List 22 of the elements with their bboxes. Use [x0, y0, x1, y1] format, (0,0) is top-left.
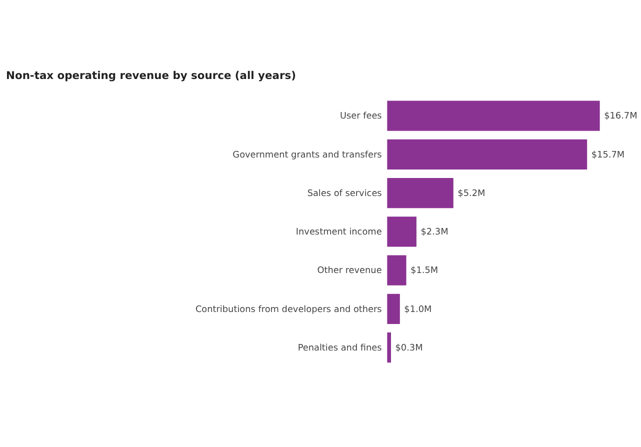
y-tick-label: Contributions from developers and others [195, 304, 382, 315]
bar [387, 216, 416, 247]
y-tick-label: Sales of services [307, 188, 382, 199]
bar [387, 332, 391, 363]
bar [387, 139, 588, 170]
bar [387, 294, 400, 324]
y-tick-label: Other revenue [317, 266, 382, 276]
y-tick-label: Investment income [296, 228, 382, 238]
data-label: $0.3M [395, 343, 423, 354]
bar [387, 255, 406, 286]
data-label: $16.7M [604, 112, 638, 122]
y-tick-label: User fees [340, 112, 382, 122]
data-label: $2.3M [420, 228, 448, 238]
y-tick-label: Penalties and fines [298, 343, 382, 354]
bar [387, 100, 600, 131]
data-label: $1.0M [404, 304, 432, 315]
bar [387, 178, 454, 208]
data-label: $15.7M [591, 150, 625, 160]
data-label: $1.5M [410, 266, 438, 276]
data-label: $5.2M [458, 188, 486, 199]
y-tick-label: Government grants and transfers [232, 150, 382, 160]
text: Non-tax operating revenue by source (all years) [6, 69, 296, 82]
